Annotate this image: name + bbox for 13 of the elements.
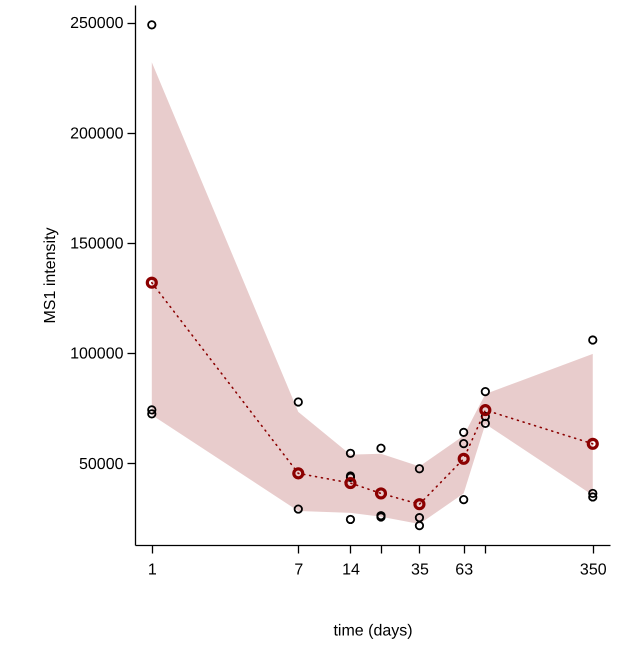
x-tick-label: 35 xyxy=(411,562,429,578)
x-axis-title: time (days) xyxy=(333,622,413,640)
x-tick-label: 7 xyxy=(294,562,304,578)
y-tick-label: 50000 xyxy=(79,456,124,473)
y-tick-label: 150000 xyxy=(70,236,124,253)
x-tick-label: 1 xyxy=(148,562,157,578)
y-axis-title: MS1 intensity xyxy=(42,227,60,324)
y-tick-label: 100000 xyxy=(70,346,124,363)
y-tick-label: 250000 xyxy=(70,15,124,32)
x-tick-label: 350 xyxy=(580,562,607,578)
x-tick-label: 63 xyxy=(455,562,474,578)
y-tick-label: 200000 xyxy=(70,125,124,142)
x-tick-label: 14 xyxy=(342,562,360,578)
